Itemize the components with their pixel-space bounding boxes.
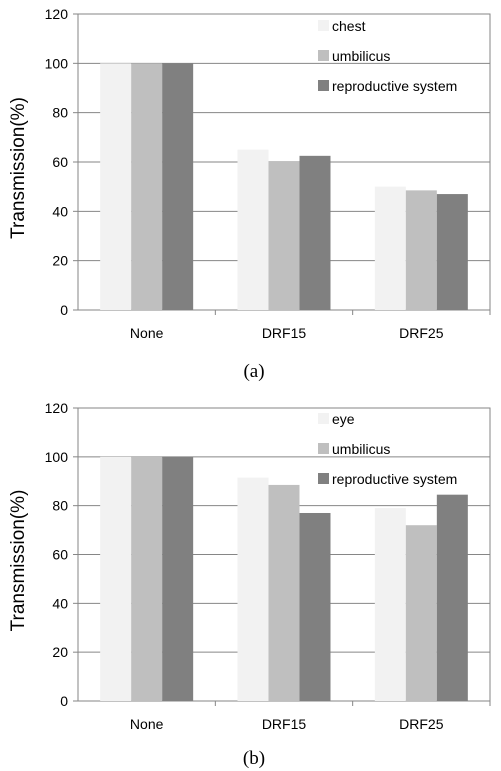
bar-eye-drf25 bbox=[374, 508, 406, 701]
legend-swatch bbox=[318, 20, 329, 31]
y-tick-label: 0 bbox=[60, 693, 68, 709]
legend-label: reproductive system bbox=[332, 78, 457, 94]
bar-reproductive-system-none bbox=[162, 63, 194, 311]
legend-label: chest bbox=[332, 18, 366, 34]
chart-b: 0 20 40 60 80 100 120 Transmission(%) None DRF15 D… bbox=[8, 400, 491, 769]
legend-label: eye bbox=[332, 411, 355, 427]
y-tick-label: 40 bbox=[52, 203, 68, 219]
bar-umbilicus-none bbox=[131, 456, 163, 701]
y-axis-label: Transmission(%) bbox=[8, 490, 29, 632]
bar-umbilicus-drf25 bbox=[405, 190, 437, 310]
y-tick-label: 60 bbox=[52, 154, 68, 170]
bar-reproductive-system-drf15 bbox=[299, 512, 331, 701]
bar-umbilicus-drf15 bbox=[268, 484, 300, 701]
x-tick-label: DRF25 bbox=[399, 325, 444, 341]
figure-caption: (b) bbox=[243, 748, 265, 769]
x-tick-label: None bbox=[130, 716, 164, 732]
legend-label: umbilicus bbox=[332, 441, 390, 457]
legend-swatch bbox=[318, 473, 329, 484]
bar-reproductive-system-drf25 bbox=[436, 194, 468, 310]
legend-label: umbilicus bbox=[332, 48, 390, 64]
bar-umbilicus-none bbox=[131, 63, 163, 311]
legend-swatch bbox=[318, 413, 329, 424]
bar-reproductive-system-drf25 bbox=[436, 494, 468, 701]
y-tick-label: 20 bbox=[52, 644, 68, 660]
figure-caption: (a) bbox=[243, 361, 264, 382]
bar-reproductive-system-drf15 bbox=[299, 155, 331, 310]
bar-eye-none bbox=[100, 456, 132, 701]
bar-reproductive-system-none bbox=[162, 456, 194, 701]
x-tick-label: None bbox=[130, 325, 164, 341]
y-tick-label: 100 bbox=[45, 55, 69, 71]
y-tick-label: 80 bbox=[52, 105, 68, 121]
bar-chest-none bbox=[100, 63, 132, 311]
bar-eye-drf15 bbox=[237, 477, 269, 701]
legend-swatch bbox=[318, 443, 329, 454]
y-axis-label: Transmission(%) bbox=[8, 97, 29, 239]
x-tick-label: DRF15 bbox=[262, 325, 307, 341]
y-tick-label: 120 bbox=[45, 400, 69, 416]
x-tick-label: DRF25 bbox=[399, 716, 444, 732]
legend-label: reproductive system bbox=[332, 471, 457, 487]
bar-chest-drf15 bbox=[237, 149, 269, 310]
y-tick-label: 0 bbox=[60, 302, 68, 318]
legend-swatch bbox=[318, 50, 329, 61]
x-tick-label: DRF15 bbox=[262, 716, 307, 732]
bar-umbilicus-drf25 bbox=[405, 525, 437, 701]
y-tick-label: 120 bbox=[45, 6, 69, 22]
y-tick-label: 20 bbox=[52, 253, 68, 269]
chart-a: 0 20 40 60 80 100 120 Transmission(%) None DRF15 D… bbox=[8, 6, 491, 382]
y-tick-label: 80 bbox=[52, 498, 68, 514]
legend-swatch bbox=[318, 80, 329, 91]
y-tick-label: 60 bbox=[52, 547, 68, 563]
bar-chest-drf25 bbox=[374, 186, 406, 310]
y-tick-label: 40 bbox=[52, 595, 68, 611]
bar-umbilicus-drf15 bbox=[268, 162, 300, 310]
y-tick-label: 100 bbox=[45, 449, 69, 465]
